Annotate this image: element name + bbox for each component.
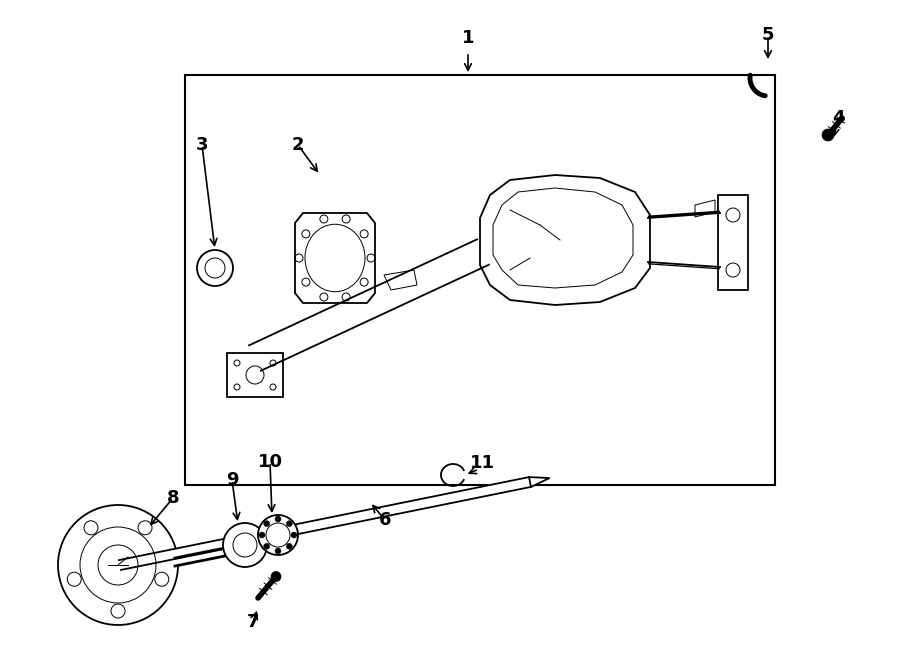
Polygon shape (529, 477, 550, 487)
Text: 11: 11 (470, 454, 494, 472)
Circle shape (258, 515, 298, 555)
Circle shape (223, 523, 267, 567)
Bar (185, 75, 775, 485)
Circle shape (275, 516, 281, 522)
Text: 2: 2 (292, 136, 304, 154)
Text: 6: 6 (379, 511, 392, 529)
Text: 7: 7 (247, 613, 259, 631)
Circle shape (58, 505, 178, 625)
Polygon shape (175, 542, 255, 566)
Circle shape (264, 543, 270, 549)
Text: 9: 9 (226, 471, 239, 489)
Text: 1: 1 (462, 29, 474, 47)
Circle shape (291, 532, 297, 538)
Circle shape (259, 532, 265, 538)
Text: 4: 4 (832, 109, 844, 127)
Circle shape (275, 548, 281, 554)
Text: 5: 5 (761, 26, 774, 44)
Text: 8: 8 (166, 489, 179, 507)
Circle shape (271, 572, 281, 582)
Polygon shape (119, 477, 531, 570)
Text: 3: 3 (196, 136, 208, 154)
Circle shape (822, 129, 834, 141)
Circle shape (286, 521, 292, 527)
Circle shape (264, 521, 270, 527)
Circle shape (286, 543, 292, 549)
Text: 10: 10 (257, 453, 283, 471)
